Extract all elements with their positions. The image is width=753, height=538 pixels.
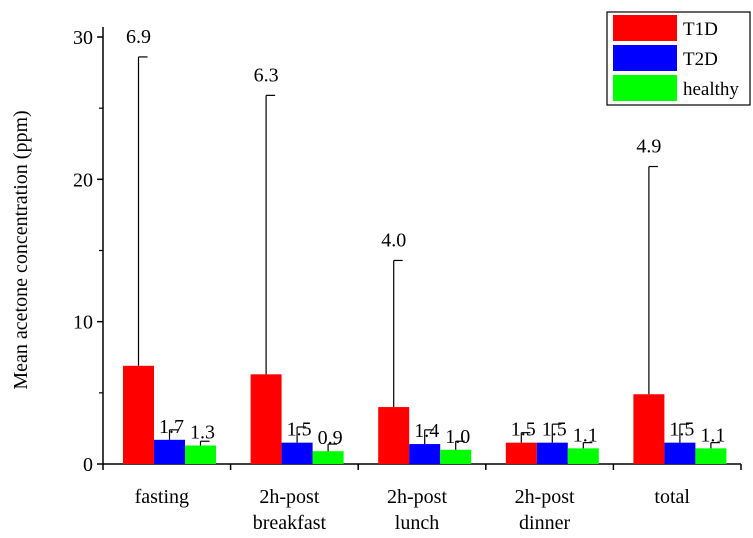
bar-healthy xyxy=(440,449,472,464)
y-tick-label: 0 xyxy=(83,454,93,476)
data-label: 1.1 xyxy=(700,424,725,446)
plot-area: 0 10 20 30 6.9 1.7 1.3 fasting 6.3 1.5 0.9 2h-post b… xyxy=(73,26,742,534)
data-label: 1.7 xyxy=(159,416,184,438)
data-label: 6.3 xyxy=(254,64,279,86)
bar-healthy xyxy=(567,448,599,464)
bar-healthy xyxy=(312,451,344,464)
data-label: 0.9 xyxy=(318,427,343,449)
legend-label: healthy xyxy=(683,79,739,100)
legend-label: T2D xyxy=(683,49,718,70)
bar-healthy xyxy=(185,445,216,464)
x-category-label: lunch xyxy=(395,512,439,534)
legend-swatch-t1d xyxy=(613,15,677,41)
data-label: 4.0 xyxy=(381,229,406,251)
legend-swatch-t2d xyxy=(613,45,677,71)
legend-label: T1D xyxy=(683,19,718,40)
bar-t1d xyxy=(250,374,282,464)
x-category-label: 2h-post xyxy=(259,486,319,508)
data-label: 1.5 xyxy=(287,419,312,441)
bar-t1d xyxy=(633,394,665,464)
data-label: 6.9 xyxy=(126,26,151,48)
bar-t1d xyxy=(123,365,154,464)
bar-t1d xyxy=(378,407,410,464)
data-label: 4.9 xyxy=(636,136,661,158)
y-tick-label: 20 xyxy=(73,169,93,191)
x-category-label: total xyxy=(654,486,690,508)
x-category-label: breakfast xyxy=(253,512,327,534)
x-category-label: 2h-post xyxy=(515,486,575,508)
bar-healthy xyxy=(695,448,727,464)
bar-t1d xyxy=(505,442,537,464)
data-label: 1.3 xyxy=(190,421,215,443)
x-category-label: dinner xyxy=(519,512,570,534)
bar-t2d xyxy=(154,439,185,464)
y-tick-label: 30 xyxy=(73,27,93,49)
bar-t2d xyxy=(664,442,696,464)
y-tick-label: 10 xyxy=(73,312,93,334)
x-category-label: fasting xyxy=(135,486,189,508)
data-label: 1.1 xyxy=(573,424,598,446)
data-label: 1.4 xyxy=(414,420,439,442)
data-label: 1.5 xyxy=(511,419,536,441)
data-label: 1.5 xyxy=(669,419,694,441)
legend-swatch-healthy xyxy=(613,75,677,101)
legend: T1D T2D healthy xyxy=(606,11,751,106)
bar-t2d xyxy=(409,444,441,464)
bar-t2d xyxy=(536,442,568,464)
bar-t2d xyxy=(281,442,313,464)
data-label: 1.5 xyxy=(542,419,567,441)
x-category-label: 2h-post xyxy=(387,486,447,508)
data-label: 1.0 xyxy=(445,426,470,448)
y-axis-title: Mean acetone concentration (ppm) xyxy=(10,110,32,389)
